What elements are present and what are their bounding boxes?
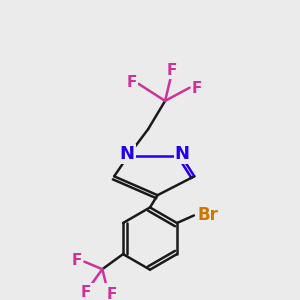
Text: F: F: [192, 81, 202, 96]
Text: N: N: [120, 145, 135, 163]
Text: F: F: [106, 287, 117, 300]
Text: F: F: [80, 285, 91, 300]
Text: Br: Br: [198, 206, 218, 224]
Text: F: F: [72, 253, 82, 268]
Text: F: F: [127, 76, 137, 91]
Text: N: N: [175, 145, 190, 163]
Text: F: F: [167, 63, 177, 78]
